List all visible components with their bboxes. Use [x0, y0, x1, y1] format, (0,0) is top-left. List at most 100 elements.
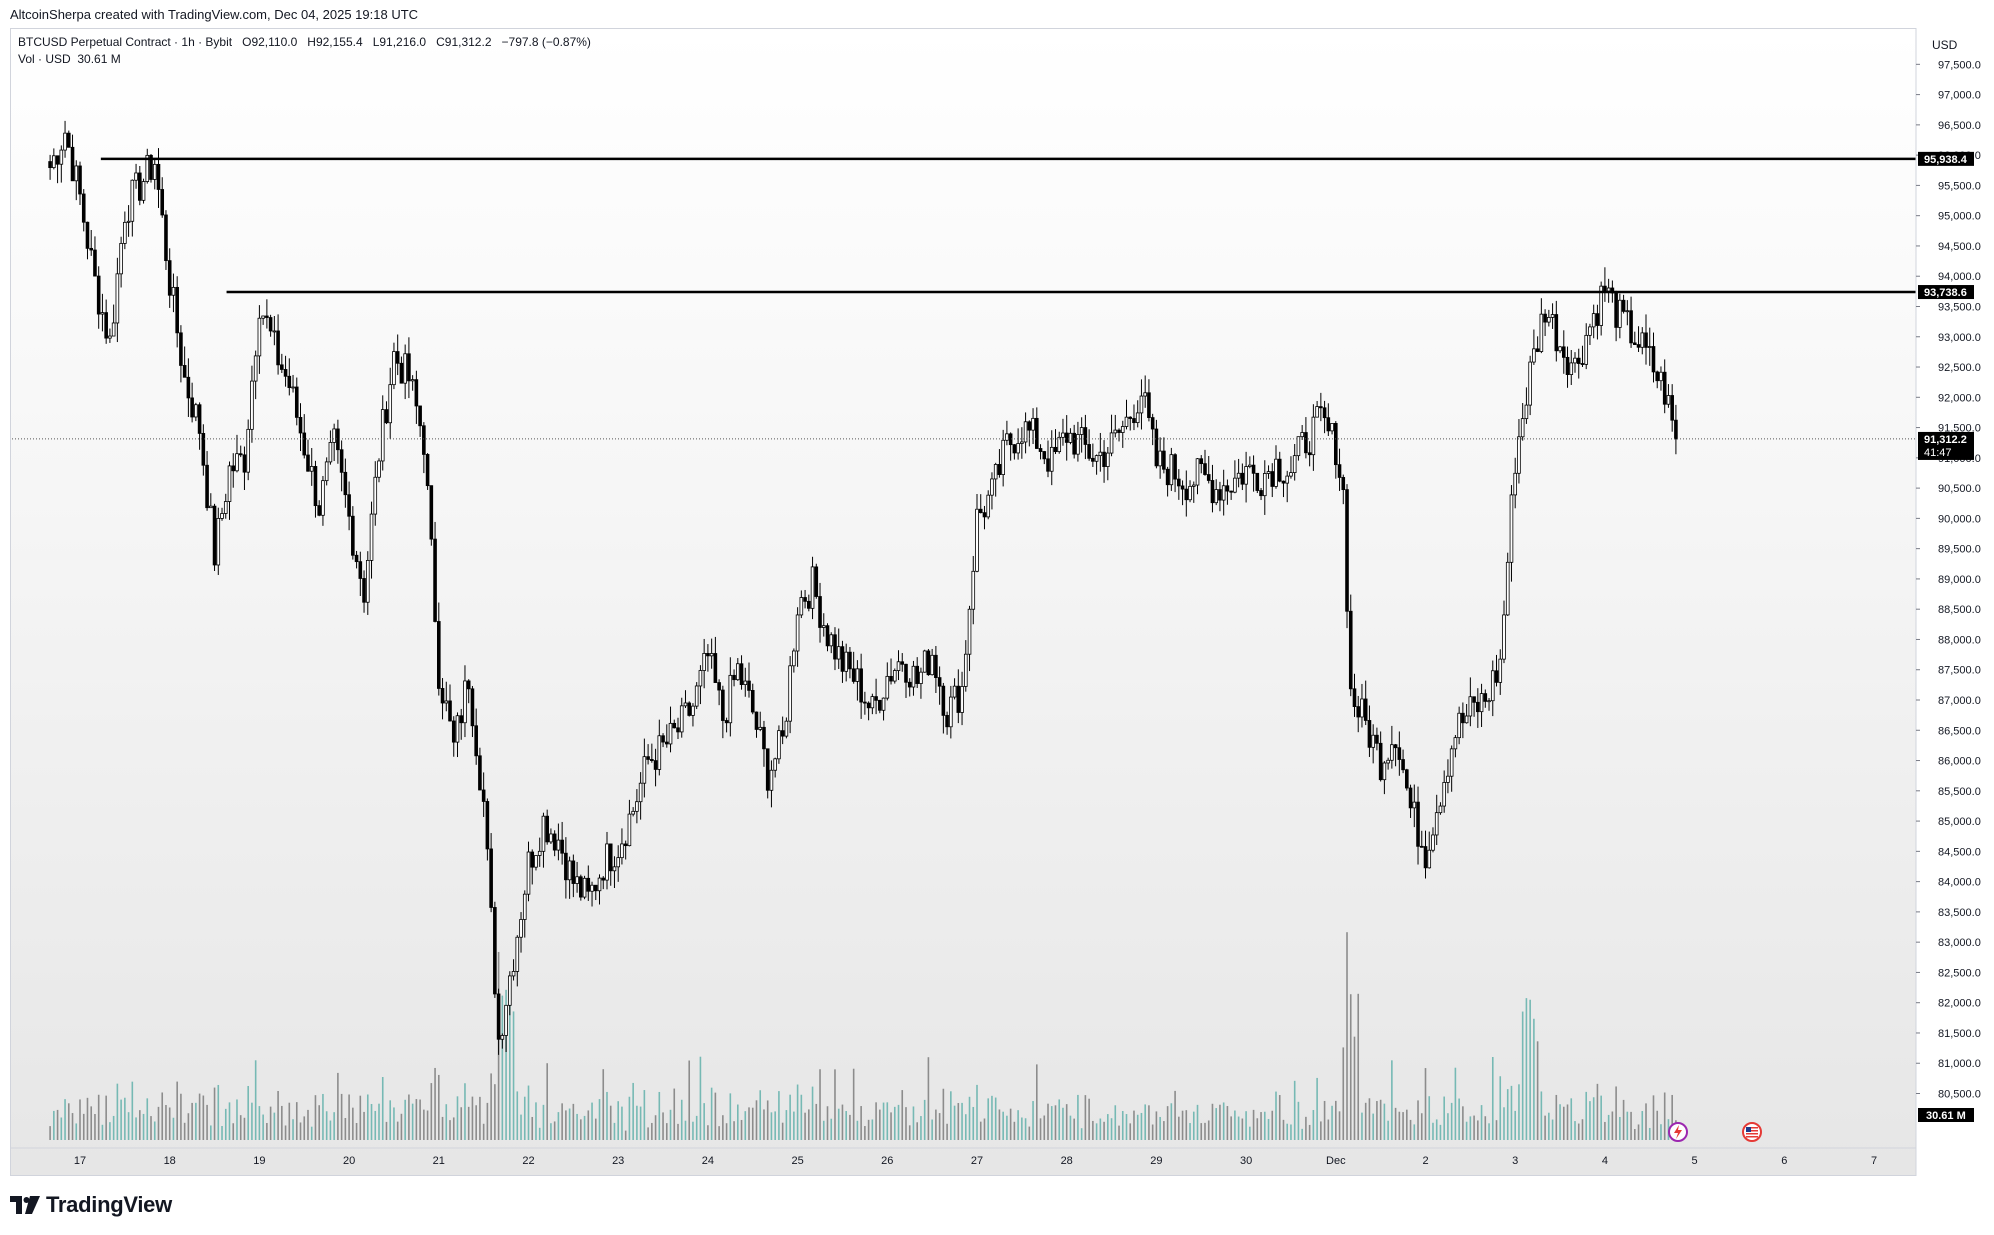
legend-volume-label[interactable]: Vol · USD: [18, 52, 71, 66]
volume-bar: [195, 1102, 197, 1140]
candle: [126, 220, 131, 223]
candle: [440, 688, 445, 704]
volume-bar: [352, 1107, 354, 1140]
volume-bar: [546, 1063, 548, 1140]
volume-bar: [1540, 1091, 1543, 1140]
volume-bar: [1323, 1100, 1326, 1140]
candle: [1068, 432, 1073, 443]
candle: [1266, 471, 1271, 474]
volume-bar: [916, 1122, 918, 1140]
volume-bar: [1151, 1124, 1154, 1140]
candle: [186, 376, 191, 399]
candle: [691, 705, 695, 716]
candle: [870, 696, 875, 709]
volume-bar: [961, 1102, 963, 1140]
candle: [754, 711, 759, 730]
volume-bar: [1144, 1104, 1146, 1140]
volume-bar: [1200, 1123, 1203, 1140]
candle: [1277, 458, 1282, 482]
candle: [1012, 444, 1017, 454]
volume-bar: [512, 1011, 515, 1140]
legend-symbol[interactable]: BTCUSD Perpetual Contract · 1h · Bybit: [18, 35, 233, 49]
candle: [1233, 477, 1237, 493]
candle: [1031, 417, 1035, 431]
volume-bar: [796, 1084, 799, 1140]
volume-bar: [299, 1122, 302, 1140]
candle: [373, 476, 378, 515]
volume-bar: [1312, 1110, 1315, 1140]
volume-bar: [751, 1107, 754, 1140]
candle: [1561, 346, 1566, 358]
volume-bar: [1510, 1085, 1513, 1140]
candle: [1150, 417, 1155, 430]
volume-bar: [467, 1106, 470, 1140]
volume-bar: [1114, 1105, 1117, 1140]
candle: [1098, 451, 1103, 457]
legend-volume-value: 30.61 M: [77, 52, 121, 66]
candle: [164, 214, 168, 262]
candle: [1498, 658, 1503, 683]
volume-bar: [460, 1107, 463, 1140]
candle: [332, 428, 336, 443]
time-tick-label: 7: [1871, 1155, 1877, 1167]
candle: [123, 221, 127, 244]
candle: [919, 671, 923, 684]
candle: [1087, 444, 1091, 459]
candle: [70, 146, 75, 182]
candle: [485, 801, 490, 850]
volume-bar: [105, 1095, 107, 1140]
candle: [179, 332, 183, 366]
volume-bar: [150, 1116, 152, 1140]
candle: [1434, 812, 1439, 836]
volume-bar: [964, 1114, 967, 1140]
volume-bar: [1443, 1096, 1445, 1140]
candle: [1195, 458, 1200, 486]
tradingview-logo[interactable]: TradingView: [10, 1192, 172, 1218]
candle: [137, 172, 142, 201]
candle: [298, 416, 303, 434]
candle: [851, 668, 856, 682]
volume-bar: [602, 1069, 605, 1140]
candle: [115, 273, 120, 324]
currency-label[interactable]: USD: [1920, 30, 1982, 56]
volume-bar: [781, 1122, 784, 1140]
candles: [48, 120, 1678, 1055]
volume-bar: [1548, 1112, 1550, 1140]
candle: [55, 155, 60, 165]
volume-bar: [1226, 1106, 1229, 1140]
candle: [1072, 432, 1076, 455]
volume-bar: [191, 1102, 193, 1140]
candle: [1064, 432, 1069, 443]
volume-bar: [1417, 1100, 1419, 1140]
chart-pane[interactable]: [10, 28, 1982, 1176]
candle: [257, 317, 262, 357]
price-tick-label: 95,500.0: [1938, 180, 1981, 192]
candle: [922, 650, 927, 673]
candle: [1008, 433, 1013, 446]
candlestick-chart[interactable]: 97,500.097,000.096,500.096,000.095,500.0…: [10, 28, 1982, 1176]
volume-bar: [875, 1102, 877, 1140]
volume-bar: [1439, 1124, 1442, 1140]
volume-bar: [374, 1110, 377, 1140]
volume-bar: [366, 1094, 369, 1140]
volume-bar: [1024, 1118, 1027, 1140]
candle: [418, 405, 422, 427]
candle: [978, 508, 983, 514]
candle: [489, 848, 493, 908]
volume-bars: [49, 932, 1677, 1140]
candle: [451, 720, 456, 743]
candle: [1319, 406, 1323, 409]
volume-bar: [1607, 1114, 1610, 1140]
volume-bar: [307, 1109, 309, 1140]
candle: [803, 597, 807, 602]
candle: [1636, 344, 1641, 348]
volume-bar: [1525, 998, 1528, 1140]
volume-bar: [1271, 1110, 1274, 1140]
candle: [238, 453, 243, 456]
candle: [721, 689, 725, 721]
candle: [1670, 395, 1674, 421]
price-tick-label: 86,000.0: [1938, 756, 1981, 768]
volume-bar: [553, 1121, 556, 1140]
volume-bar: [1207, 1120, 1210, 1140]
volume-bar: [501, 995, 504, 1140]
